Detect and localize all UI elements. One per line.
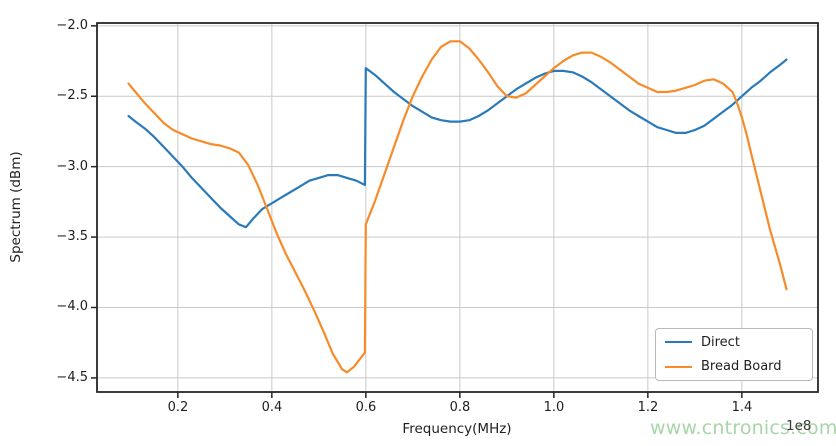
- x-axis-offset-text: 1e8: [786, 418, 812, 434]
- legend: Direct Bread Board: [655, 328, 813, 381]
- legend-label-bread-board: Bread Board: [701, 359, 782, 375]
- legend-entry-direct: Direct: [656, 331, 812, 353]
- legend-label-direct: Direct: [701, 334, 740, 350]
- x-tick-label: 0.8: [449, 400, 471, 415]
- y-tick-label: −3.5: [56, 229, 88, 244]
- y-axis-label: Spectrum (dBm): [8, 151, 24, 263]
- axes-box: [96, 22, 819, 393]
- x-tick-label: 0.4: [261, 400, 283, 415]
- y-tick-label: −4.5: [56, 370, 88, 385]
- x-tick-label: 1.0: [543, 400, 565, 415]
- watermark: www.cntronics.com: [650, 417, 836, 439]
- y-tick-label: −4.0: [56, 299, 88, 314]
- legend-entry-bread-board: Bread Board: [656, 356, 812, 378]
- x-tick-label: 1.4: [731, 400, 753, 415]
- legend-line-direct: [665, 341, 692, 344]
- legend-line-bread-board: [665, 365, 692, 368]
- x-axis-label: Frequency(MHz): [402, 421, 512, 437]
- series-line-direct: [127, 58, 788, 229]
- x-tick-label: 0.6: [355, 400, 377, 415]
- y-tick-label: −3.0: [56, 159, 88, 174]
- x-tick-label: 0.2: [167, 400, 189, 415]
- x-tick-label: 1.2: [637, 400, 659, 415]
- y-tick-label: −2.5: [56, 88, 88, 103]
- series-line-bread-board: [127, 40, 788, 374]
- y-tick-label: −2.0: [56, 18, 88, 33]
